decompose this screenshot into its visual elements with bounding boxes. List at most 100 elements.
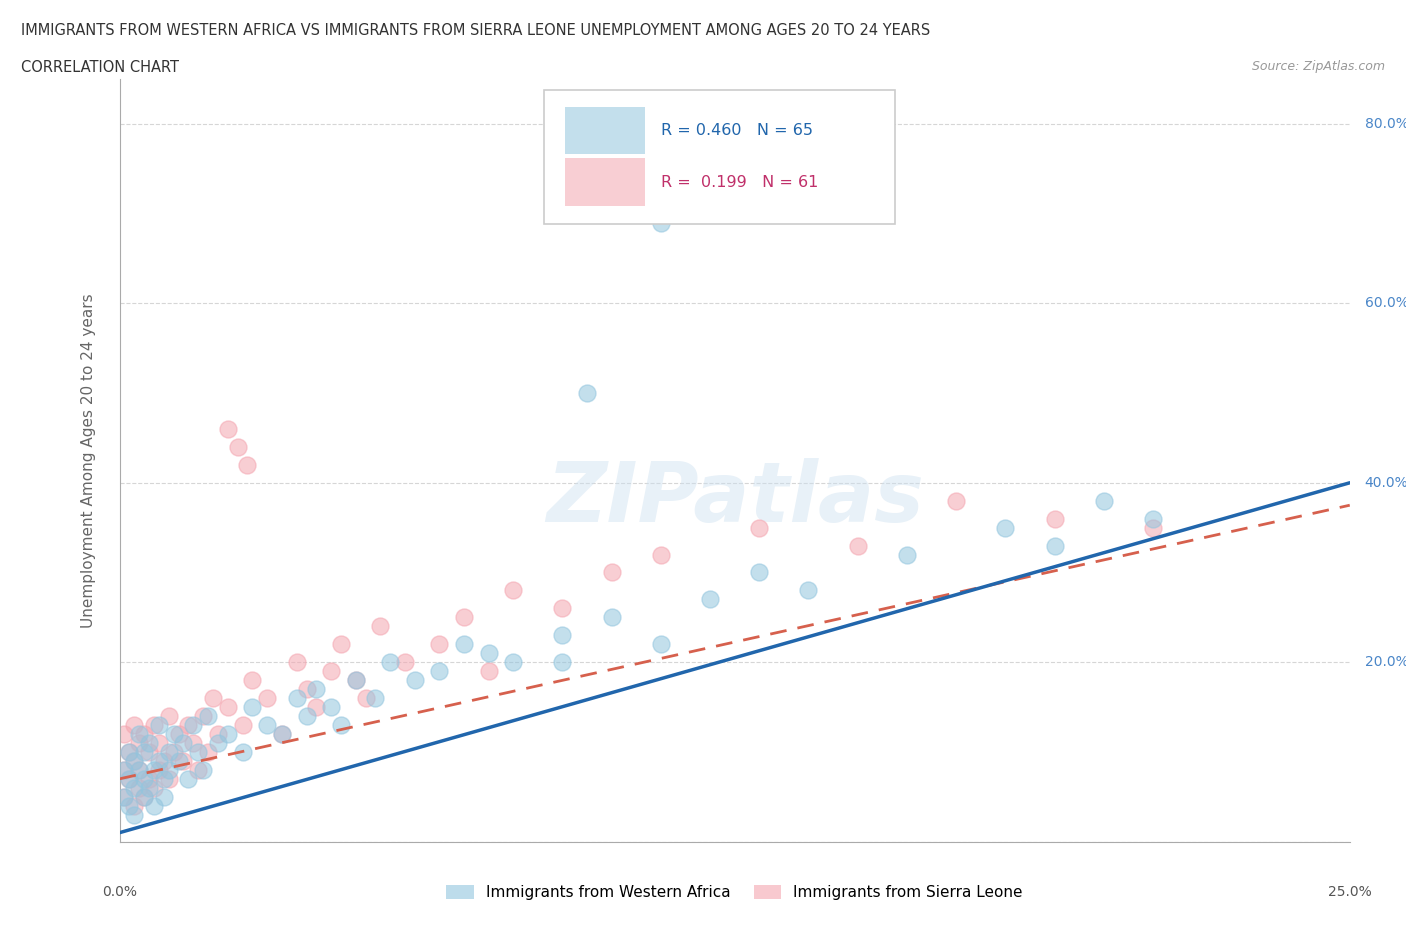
Point [118,745,141,760]
Point [295,709,318,724]
Point [124,798,146,813]
Point [153,771,174,786]
Point [477,664,501,679]
Point [427,637,450,652]
Point [256,691,278,706]
Point [163,726,186,741]
Point [1142,520,1164,535]
Point [453,610,475,625]
Point [118,798,141,813]
Point [231,745,254,760]
Point [132,790,156,804]
Point [846,538,869,553]
Point [124,780,146,795]
Point [138,745,160,760]
Point [157,771,180,786]
Point [143,798,166,813]
Point [124,807,146,822]
Point [748,565,770,580]
Point [138,736,160,751]
Point [128,763,150,777]
Point [207,736,229,751]
Point [143,718,166,733]
Point [242,672,264,687]
Point [650,637,672,652]
Point [502,583,524,598]
Point [600,610,623,625]
Text: Source: ZipAtlas.com: Source: ZipAtlas.com [1251,60,1385,73]
Point [305,682,328,697]
Point [329,718,352,733]
Point [163,745,186,760]
Point [551,628,574,643]
Point [153,753,174,768]
Point [1092,493,1115,508]
Point [650,215,672,230]
Point [172,736,194,751]
Point [551,655,574,670]
Text: IMMIGRANTS FROM WESTERN AFRICA VS IMMIGRANTS FROM SIERRA LEONE UNEMPLOYMENT AMON: IMMIGRANTS FROM WESTERN AFRICA VS IMMIGR… [21,23,931,38]
Point [295,682,318,697]
Point [699,592,721,607]
Point [114,726,135,741]
Point [132,726,156,741]
Text: 20.0%: 20.0% [1364,656,1406,670]
Text: 40.0%: 40.0% [1364,476,1406,490]
Point [187,763,209,777]
Y-axis label: Unemployment Among Ages 20 to 24 years: Unemployment Among Ages 20 to 24 years [82,293,96,628]
Point [285,691,308,706]
Text: 80.0%: 80.0% [1364,117,1406,131]
Text: R =  0.199   N = 61: R = 0.199 N = 61 [661,175,818,190]
Point [226,440,249,455]
Point [148,736,170,751]
Point [896,547,918,562]
Text: ZIPatlas: ZIPatlas [546,458,924,539]
Point [177,718,200,733]
Point [114,790,135,804]
Point [1043,512,1066,526]
Point [394,655,416,670]
FancyBboxPatch shape [565,158,645,206]
Point [994,520,1017,535]
Point [143,763,166,777]
Point [183,736,205,751]
Point [177,771,200,786]
Point [172,753,194,768]
Point [329,637,352,652]
Point [368,618,391,633]
Point [202,691,225,706]
Point [305,699,328,714]
Point [477,645,501,660]
Point [138,771,160,786]
Point [118,771,141,786]
Text: R = 0.460   N = 65: R = 0.460 N = 65 [661,123,813,138]
Point [124,753,146,768]
Point [217,699,239,714]
Text: 25.0%: 25.0% [1327,884,1372,898]
Point [167,726,190,741]
Text: 0.0%: 0.0% [103,884,136,898]
Point [197,709,219,724]
Point [321,664,343,679]
Point [187,745,209,760]
Point [157,763,180,777]
Point [128,763,150,777]
Point [191,763,215,777]
Point [118,771,141,786]
Point [118,745,141,760]
Point [138,780,160,795]
Point [748,520,770,535]
Point [354,691,377,706]
Point [270,726,294,741]
Point [148,763,170,777]
Point [148,718,170,733]
FancyBboxPatch shape [565,107,645,153]
Point [132,790,156,804]
Point [624,206,647,221]
Point [167,753,190,768]
Point [256,718,278,733]
Point [285,655,308,670]
Point [453,637,475,652]
Point [114,790,135,804]
Point [344,672,367,687]
